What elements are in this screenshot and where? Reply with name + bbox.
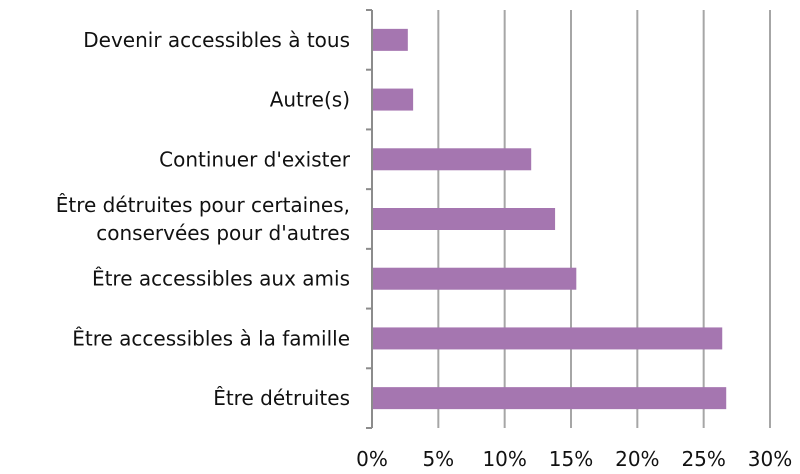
x-tick-label: 10% [482, 447, 526, 471]
bar [372, 208, 556, 230]
y-axis [366, 9, 373, 429]
bar [372, 148, 532, 171]
category-label: Être détruites pour certaines, conservées… [56, 193, 350, 245]
category-label: Être détruites [213, 386, 350, 410]
x-tick-label: 25% [681, 447, 725, 471]
x-tick-label: 5% [422, 447, 454, 471]
category-label: Être accessibles à la famille [72, 326, 350, 350]
category-labels: Devenir accessibles à tous Autre(s) Contin… [56, 28, 351, 410]
bar [372, 267, 577, 290]
x-tick-label: 15% [549, 447, 593, 471]
category-label: Devenir accessibles à tous [83, 28, 350, 52]
category-label: Être accessibles aux amis [92, 267, 350, 291]
x-tick-labels: 0% 5% 10% 15% 20% 25% 30% [356, 447, 792, 471]
bar [372, 327, 723, 350]
x-tick-label: 30% [748, 447, 792, 471]
bar [372, 88, 414, 111]
x-tick-label: 20% [615, 447, 659, 471]
bars [372, 28, 727, 410]
grid-lines [437, 10, 771, 428]
category-label: Continuer d'exister [159, 147, 351, 171]
x-tick-label: 0% [356, 447, 388, 471]
bar [372, 387, 727, 410]
bar [372, 28, 408, 51]
category-label: Autre(s) [270, 88, 350, 112]
